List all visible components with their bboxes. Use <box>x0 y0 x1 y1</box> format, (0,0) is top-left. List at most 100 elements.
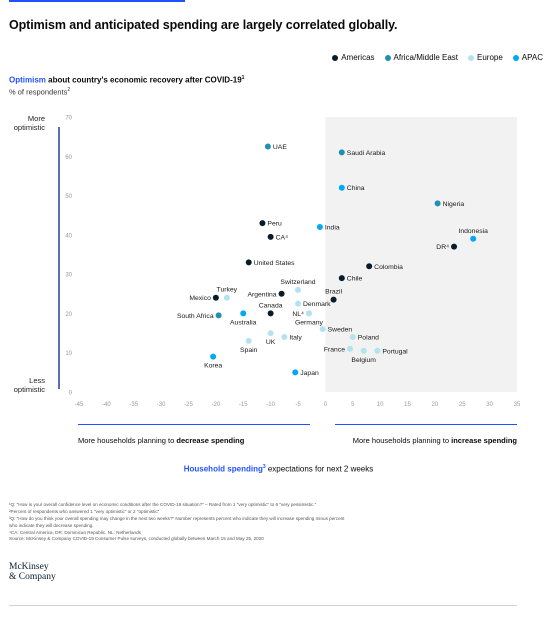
data-point <box>451 243 458 250</box>
data-point-label: Belgium <box>351 357 376 364</box>
data-point-label: China <box>347 185 365 192</box>
data-point-label: Turkey <box>217 287 238 294</box>
legend-label-africa-middle-east: Africa/Middle East <box>393 53 458 62</box>
y-tick-label: 60 <box>65 155 72 161</box>
x-hint-increase-bold: increase spending <box>451 436 517 445</box>
data-point <box>292 369 299 376</box>
x-hint-increase-prefix: More households planning to <box>352 436 452 445</box>
data-point <box>360 347 367 354</box>
x-tick-label: -20 <box>212 402 221 408</box>
footnote-3: ³Q: "How do you think your overall spend… <box>9 515 345 521</box>
data-point <box>434 200 441 207</box>
legend-item-americas: Americas <box>332 53 375 62</box>
x-metric-footnote-mark: 3 <box>262 464 266 470</box>
data-point-label: Peru <box>267 221 282 228</box>
data-point-label: Switzerland <box>280 279 315 286</box>
x-tick-label: 15 <box>404 402 411 408</box>
data-point-label: Colombia <box>374 264 403 271</box>
data-point-label: Denmark <box>303 301 331 308</box>
x-hint-decrease-bold: decrease spending <box>176 436 245 445</box>
data-point-label: France <box>324 346 345 353</box>
legend-label-americas: Americas <box>341 53 375 62</box>
x-hint-increase: More households planning to increase spe… <box>353 436 517 445</box>
data-point-label: Nigeria <box>443 201 465 208</box>
x-tick-label: -25 <box>184 402 193 408</box>
data-point-label: Canada <box>259 302 283 309</box>
data-point <box>215 312 222 319</box>
data-point-label: United States <box>254 260 295 267</box>
data-point <box>330 296 337 303</box>
data-point-label: NL⁴ <box>292 311 304 318</box>
legend-dot-apac <box>512 54 519 61</box>
data-point-label: Saudi Arabia <box>347 150 386 157</box>
data-point-label: CA⁴ <box>276 234 288 241</box>
legend-dot-americas <box>332 54 339 61</box>
data-point-label: Korea <box>204 363 222 370</box>
x-tick-label: -10 <box>266 402 275 408</box>
data-point <box>305 310 312 317</box>
y-unit-label: % of respondents2 <box>9 87 70 97</box>
legend-item-africa-middle-east: Africa/Middle East <box>384 53 458 62</box>
y-tick-label: 70 <box>65 116 72 122</box>
x-hint-decrease-prefix: More households planning to <box>78 436 177 445</box>
x-tick-label: -35 <box>129 402 138 408</box>
brand-line-1: McKinsey <box>9 562 49 572</box>
data-point <box>316 224 323 230</box>
legend-dot-europe <box>468 54 474 61</box>
x-tick-label: 0 <box>324 402 328 408</box>
y-hint-bottom-line1: Less <box>29 376 45 385</box>
data-point <box>223 294 230 301</box>
data-point <box>338 184 345 191</box>
x-tick-label: -15 <box>239 402 248 408</box>
data-point <box>267 330 274 337</box>
footnote-4: ⁴CA: Central America, DR: Dominican Repu… <box>9 529 141 535</box>
y-hint-top-line1: More <box>27 114 45 123</box>
x-tick-label: -45 <box>75 402 84 408</box>
legend-item-apac: APAC <box>512 53 543 62</box>
x-metric-title: Household spending3 expectations for nex… <box>0 464 557 474</box>
data-point <box>366 263 373 270</box>
footnote-2: ²Percent of respondents who answered 1 "… <box>9 508 160 514</box>
x-tick-label: 25 <box>459 402 466 408</box>
data-point-label: Brazil <box>325 289 342 296</box>
y-hint-bottom-line2: optimistic <box>13 384 45 394</box>
data-point <box>295 286 301 293</box>
brand-line-2: & Company <box>9 571 56 582</box>
data-point-label: Mexico <box>189 295 211 302</box>
data-point <box>281 334 288 340</box>
y-tick-label: 0 <box>69 391 73 397</box>
legend-item-europe: Europe <box>468 53 503 62</box>
footnote-source: Source: McKinsey & Company COVID-19 Cons… <box>9 536 264 542</box>
data-point <box>267 233 274 240</box>
bottom-rule <box>9 605 517 606</box>
data-point-label: Spain <box>240 347 258 354</box>
footnotes: ¹Q: "How is your overall confidence leve… <box>9 502 429 543</box>
data-point <box>374 347 381 354</box>
y-hint-top: More optimistic <box>8 114 45 132</box>
footnote-3-cont: who indicate they will decrease spending… <box>9 522 94 528</box>
y-axis-accent-bar <box>58 127 60 389</box>
data-point <box>259 220 266 227</box>
x-hint-decrease: More households planning to decrease spe… <box>78 436 244 445</box>
data-point <box>267 310 274 317</box>
y-unit-text: % of respondents <box>9 87 68 97</box>
data-point-label: Chile <box>347 276 363 283</box>
chart-legend: Americas Africa/Middle East Europe APAC <box>332 53 543 62</box>
x-tick-label: -40 <box>102 402 111 408</box>
data-point <box>245 259 252 266</box>
data-point-label: Poland <box>358 335 379 342</box>
y-tick-label: 30 <box>65 273 72 279</box>
data-point <box>278 290 285 297</box>
legend-label-europe: Europe <box>477 53 503 62</box>
data-point <box>338 275 345 282</box>
data-point-label: Indonesia <box>458 228 488 235</box>
data-point <box>319 326 326 333</box>
legend-label-apac: APAC <box>521 53 543 62</box>
data-point-label: Portugal <box>382 348 408 355</box>
data-point <box>245 337 252 344</box>
y-metric-footnote-mark: 1 <box>241 75 245 81</box>
y-metric-title: Optimism about country's economic recove… <box>9 75 244 85</box>
footnote-1: ¹Q: "How is your overall confidence leve… <box>9 502 317 507</box>
x-tick-label: 20 <box>432 402 439 408</box>
data-point-label: DR⁴ <box>436 244 449 251</box>
